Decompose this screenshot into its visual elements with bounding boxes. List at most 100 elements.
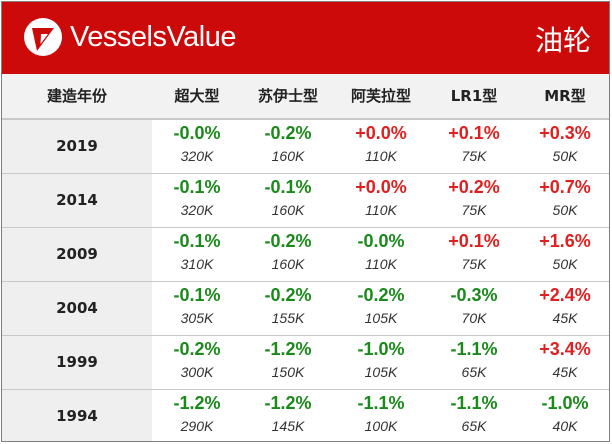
vessel-value: 160K bbox=[271, 256, 305, 272]
change-percent: +0.1% bbox=[448, 231, 500, 251]
change-percent: -1.0% bbox=[541, 393, 589, 413]
value-cell-mr: +2.4% 45K bbox=[520, 282, 609, 335]
vessel-value: 50K bbox=[552, 202, 578, 218]
brand-logo-text: VesselsValue bbox=[70, 21, 236, 53]
change-percent: -1.2% bbox=[173, 393, 221, 413]
vessel-value: 70K bbox=[461, 310, 487, 326]
build-year-cell: 1999 bbox=[2, 336, 152, 389]
value-cell-vlcc: -1.2% 290K bbox=[152, 390, 242, 441]
value-cell-aframax: -0.0% 110K bbox=[334, 228, 428, 281]
value-cell-vlcc: -0.1% 320K bbox=[152, 174, 242, 227]
vessel-value: 290K bbox=[180, 418, 214, 434]
change-percent: -1.1% bbox=[357, 393, 405, 413]
vessel-type-title: 油轮 bbox=[534, 24, 591, 57]
change-percent: -0.0% bbox=[357, 231, 405, 251]
column-header-aframax: 阿芙拉型 bbox=[350, 87, 411, 105]
table-row: 2014 -0.1% 320K -0.1% 160K +0.0% 110K +0.2% 75K +… bbox=[2, 174, 609, 228]
value-cell-lr1: +0.2% 75K bbox=[428, 174, 520, 227]
value-cell-mr: +0.7% 50K bbox=[520, 174, 609, 227]
table-row: 2009 -0.1% 310K -0.2% 160K -0.0% 110K +0.1% 75K +… bbox=[2, 228, 609, 282]
build-year-cell: 2009 bbox=[2, 228, 152, 281]
vessel-value: 75K bbox=[461, 256, 487, 272]
value-cell-suezmax: -1.2% 145K bbox=[242, 390, 334, 441]
value-cell-mr: +1.6% 50K bbox=[520, 228, 609, 281]
vessel-value: 40K bbox=[552, 418, 578, 434]
vessel-value: 75K bbox=[461, 148, 487, 164]
change-percent: -0.2% bbox=[264, 285, 312, 305]
vessel-value: 320K bbox=[180, 148, 214, 164]
change-percent: -0.2% bbox=[357, 285, 405, 305]
column-header-suezmax: 苏伊士型 bbox=[257, 87, 318, 105]
table-row: 1999 -0.2% 300K -1.2% 150K -1.0% 105K -1.1% 65K +… bbox=[2, 336, 609, 390]
change-percent: -1.2% bbox=[264, 393, 312, 413]
vesselsvalue-logo-icon bbox=[24, 18, 62, 56]
change-percent: -0.1% bbox=[264, 177, 312, 197]
column-header-row: 建造年份 超大型 苏伊士型 阿芙拉型 LR1型 MR型 bbox=[2, 74, 609, 120]
build-year-cell: 1994 bbox=[2, 390, 152, 441]
value-cell-mr: -1.0% 40K bbox=[520, 390, 609, 441]
vessel-value: 105K bbox=[364, 364, 398, 380]
value-cell-suezmax: -1.2% 150K bbox=[242, 336, 334, 389]
vessel-value: 75K bbox=[461, 202, 487, 218]
change-percent: +2.4% bbox=[539, 285, 591, 305]
change-percent: -0.1% bbox=[173, 177, 221, 197]
vessel-value: 65K bbox=[461, 418, 487, 434]
vessel-value: 155K bbox=[271, 310, 305, 326]
change-percent: +1.6% bbox=[539, 231, 591, 251]
value-cell-aframax: -1.0% 105K bbox=[334, 336, 428, 389]
change-percent: +0.2% bbox=[448, 177, 500, 197]
value-cell-lr1: +0.1% 75K bbox=[428, 120, 520, 173]
vessel-value: 45K bbox=[552, 310, 578, 326]
vessel-value: 110K bbox=[365, 256, 397, 272]
change-percent: +3.4% bbox=[539, 339, 591, 359]
vessel-value: 45K bbox=[552, 364, 578, 380]
build-year-cell: 2019 bbox=[2, 120, 152, 173]
vessel-value: 110K bbox=[365, 148, 397, 164]
vessel-value: 310K bbox=[180, 256, 214, 272]
table-row: 2019 -0.0% 320K -0.2% 160K +0.0% 110K +0.1% 75K +… bbox=[2, 120, 609, 174]
value-cell-aframax: +0.0% 110K bbox=[334, 120, 428, 173]
vessel-value: 50K bbox=[552, 256, 578, 272]
value-cell-aframax: -1.1% 100K bbox=[334, 390, 428, 441]
value-cell-aframax: +0.0% 110K bbox=[334, 174, 428, 227]
build-year-cell: 2014 bbox=[2, 174, 152, 227]
value-cell-mr: +3.4% 45K bbox=[520, 336, 609, 389]
change-percent: -1.1% bbox=[450, 393, 498, 413]
change-percent: -0.2% bbox=[264, 123, 312, 143]
column-header-lr1: LR1型 bbox=[450, 87, 498, 105]
value-cell-lr1: -1.1% 65K bbox=[428, 336, 520, 389]
vessel-value: 50K bbox=[552, 148, 578, 164]
value-cell-vlcc: -0.2% 300K bbox=[152, 336, 242, 389]
change-percent: -0.2% bbox=[173, 339, 221, 359]
change-percent: -0.1% bbox=[173, 285, 221, 305]
change-percent: +0.0% bbox=[355, 177, 407, 197]
header-bar: VesselsValue 油轮 bbox=[2, 2, 609, 74]
change-percent: -0.3% bbox=[450, 285, 498, 305]
change-percent: -0.1% bbox=[173, 231, 221, 251]
vessel-value: 65K bbox=[461, 364, 487, 380]
change-percent: +0.1% bbox=[448, 123, 500, 143]
change-percent: -1.1% bbox=[450, 339, 498, 359]
value-cell-vlcc: -0.1% 310K bbox=[152, 228, 242, 281]
table-row: 2004 -0.1% 305K -0.2% 155K -0.2% 105K -0.3% 70K +… bbox=[2, 282, 609, 336]
value-cell-aframax: -0.2% 105K bbox=[334, 282, 428, 335]
vessel-value: 105K bbox=[364, 310, 398, 326]
vessel-value: 100K bbox=[364, 418, 398, 434]
value-cell-suezmax: -0.2% 160K bbox=[242, 120, 334, 173]
change-percent: +0.3% bbox=[539, 123, 591, 143]
value-cell-suezmax: -0.1% 160K bbox=[242, 174, 334, 227]
change-percent: -1.2% bbox=[264, 339, 312, 359]
vessel-value: 160K bbox=[271, 148, 305, 164]
vessel-value: 150K bbox=[271, 364, 305, 380]
change-percent: +0.0% bbox=[355, 123, 407, 143]
vessel-value: 320K bbox=[180, 202, 214, 218]
change-percent: -1.0% bbox=[357, 339, 405, 359]
value-cell-vlcc: -0.0% 320K bbox=[152, 120, 242, 173]
value-cell-lr1: +0.1% 75K bbox=[428, 228, 520, 281]
value-cell-suezmax: -0.2% 155K bbox=[242, 282, 334, 335]
vessel-value: 160K bbox=[271, 202, 305, 218]
change-percent: -0.0% bbox=[173, 123, 221, 143]
table-row: 1994 -1.2% 290K -1.2% 145K -1.1% 100K -1.1% 65K -… bbox=[2, 390, 609, 441]
column-header-vlcc: 超大型 bbox=[174, 87, 220, 105]
